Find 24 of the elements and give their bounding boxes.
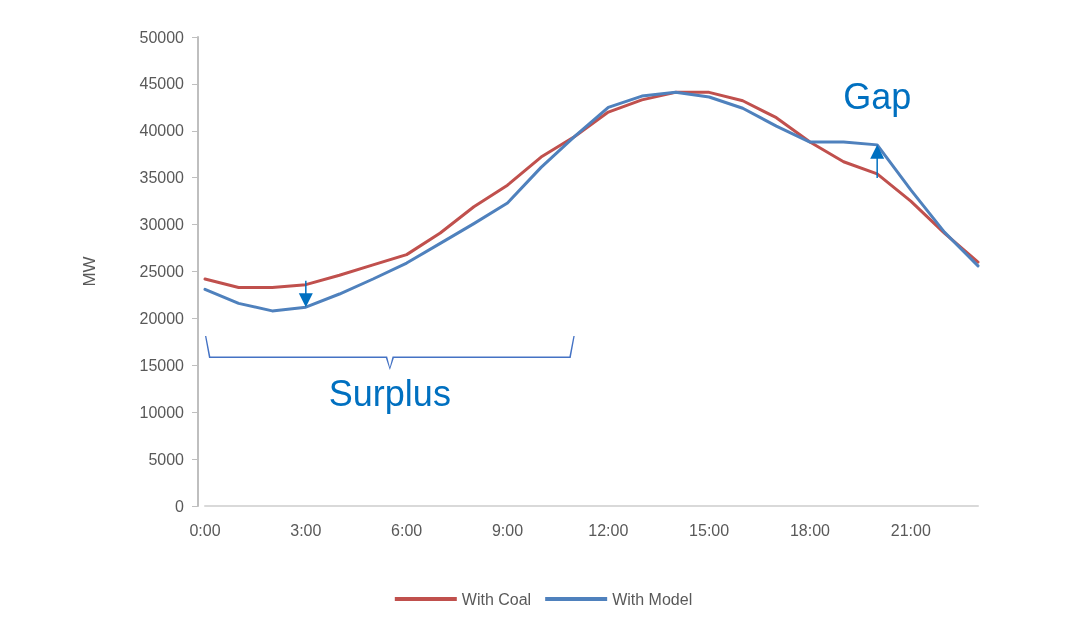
annotation: Surplus: [328, 373, 451, 415]
x-tick-label: 9:00: [491, 521, 524, 539]
y-tick-label: 0: [175, 497, 185, 515]
legend-label: With Coal: [461, 590, 532, 608]
y-tick-label: 5000: [148, 450, 185, 468]
y-axis-title: MW: [80, 256, 99, 287]
x-tick-label: 21:00: [890, 521, 931, 539]
x-tick-label: 3:00: [290, 521, 322, 539]
x-tick-label: 0:00: [189, 521, 221, 539]
y-tick-label: 20000: [139, 309, 185, 327]
y-tick-label: 35000: [139, 169, 185, 187]
y-tick-label: 50000: [139, 28, 185, 46]
x-tick-label: 12:00: [588, 521, 629, 539]
y-tick-label: 25000: [139, 263, 185, 280]
y-tick-label: 45000: [139, 75, 185, 93]
x-tick-label: 15:00: [689, 521, 730, 539]
y-tick-label: 30000: [139, 216, 185, 234]
y-tick-label: 10000: [139, 403, 185, 421]
x-tick-label: 18:00: [789, 521, 831, 539]
legend-label: With Model: [612, 590, 693, 608]
y-tick-label: 15000: [139, 356, 185, 374]
y-tick-label: 40000: [139, 122, 185, 140]
x-tick-label: 6:00: [391, 521, 423, 539]
annotation: Gap: [843, 76, 912, 118]
